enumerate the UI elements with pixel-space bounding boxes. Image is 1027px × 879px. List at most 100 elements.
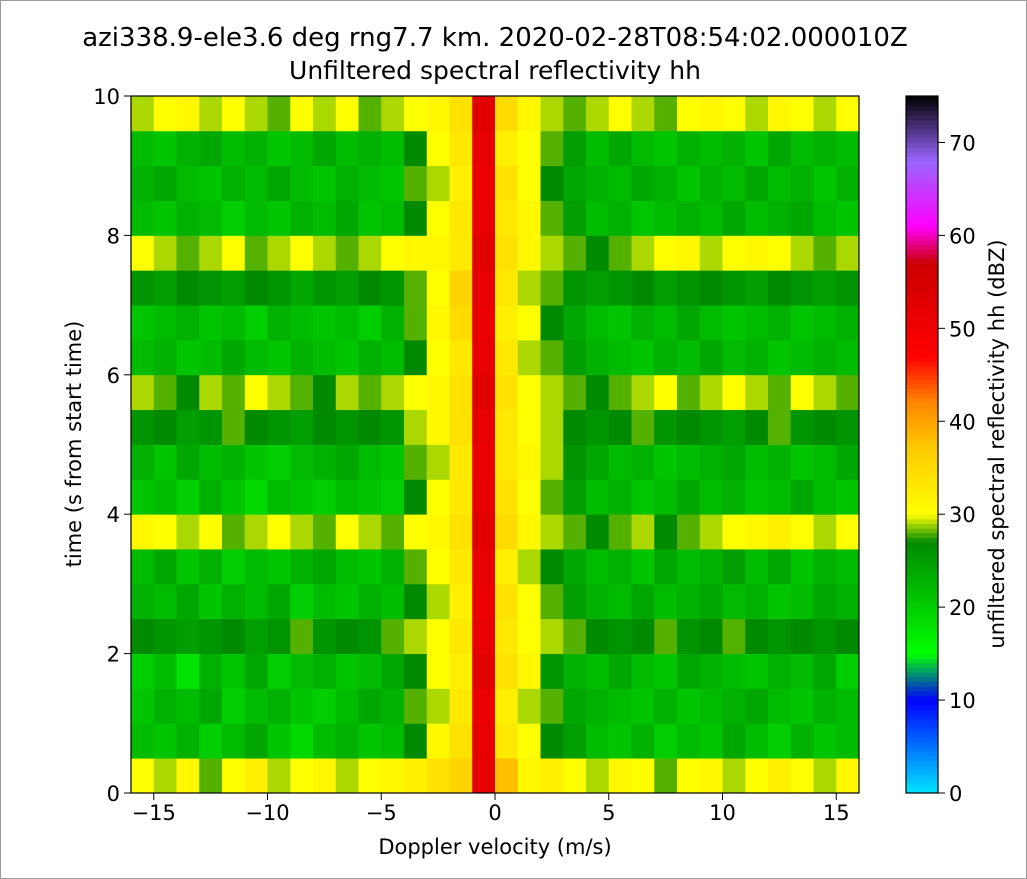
heatmap-cell <box>245 584 268 619</box>
heatmap-cell <box>723 201 746 236</box>
colorbar-step <box>906 296 938 301</box>
colorbar-step <box>906 198 938 203</box>
heatmap-cell <box>450 688 473 723</box>
heatmap-cell <box>336 514 359 549</box>
heatmap-cell <box>768 654 791 689</box>
colorbar-step <box>906 254 938 259</box>
heatmap-cell <box>313 375 336 410</box>
colorbar-step <box>906 482 938 487</box>
heatmap-cell <box>745 166 768 201</box>
heatmap-cell <box>199 514 222 549</box>
heatmap-cell <box>245 688 268 723</box>
heatmap-cell <box>518 235 541 270</box>
heatmap-cell <box>495 445 518 480</box>
heatmap-cell <box>154 758 177 793</box>
heatmap-cell <box>154 584 177 619</box>
heatmap-cell <box>632 131 655 166</box>
heatmap-cell <box>632 584 655 619</box>
heatmap-cell <box>814 166 837 201</box>
heatmap-cell <box>359 166 382 201</box>
heatmap-cell <box>495 340 518 375</box>
heatmap-cell <box>836 479 859 514</box>
heatmap-cell <box>541 479 564 514</box>
heatmap-cell <box>381 235 404 270</box>
heatmap-cell <box>654 201 677 236</box>
heatmap-cell <box>700 305 723 340</box>
heatmap-cell <box>518 131 541 166</box>
heatmap-cell <box>472 305 495 340</box>
heatmap-cell <box>427 305 450 340</box>
colorbar-step <box>906 319 938 324</box>
heatmap-cell <box>222 96 245 131</box>
heatmap-cell <box>700 375 723 410</box>
colorbar-step <box>906 496 938 501</box>
heatmap-cell <box>245 166 268 201</box>
heatmap-cell <box>586 375 609 410</box>
colorbar-tick-label: 50 <box>949 317 976 341</box>
colorbar-step <box>906 208 938 213</box>
heatmap-cell <box>609 131 632 166</box>
heatmap-cell <box>290 445 313 480</box>
colorbar-step <box>906 742 938 747</box>
heatmap-cell <box>154 235 177 270</box>
colorbar-tick-label: 30 <box>949 503 976 527</box>
heatmap-cell <box>518 445 541 480</box>
heatmap-cell <box>199 96 222 131</box>
heatmap-cell <box>199 375 222 410</box>
heatmap-cell <box>518 619 541 654</box>
heatmap-cell <box>541 514 564 549</box>
heatmap-cell <box>313 445 336 480</box>
x-tick-label: −5 <box>366 801 397 825</box>
heatmap-cell <box>541 445 564 480</box>
heatmap-cell <box>654 235 677 270</box>
heatmap-cell <box>472 410 495 445</box>
heatmap-cell <box>632 619 655 654</box>
heatmap-cell <box>791 445 814 480</box>
heatmap-cell <box>745 619 768 654</box>
heatmap-cell <box>814 375 837 410</box>
colorbar-step <box>906 235 938 240</box>
heatmap-cell <box>563 131 586 166</box>
heatmap-cell <box>313 410 336 445</box>
heatmap-cell <box>700 514 723 549</box>
heatmap-cell <box>290 654 313 689</box>
y-tick-label: 4 <box>107 503 120 527</box>
colorbar-step <box>906 765 938 770</box>
heatmap-cell <box>313 305 336 340</box>
heatmap-cell <box>632 549 655 584</box>
heatmap-cell <box>836 375 859 410</box>
heatmap-cell <box>154 619 177 654</box>
heatmap-cell <box>336 619 359 654</box>
heatmap-cell <box>677 758 700 793</box>
colorbar-step <box>906 510 938 515</box>
colorbar-step <box>906 612 938 617</box>
heatmap-cell <box>404 166 427 201</box>
x-tick-label: 10 <box>709 801 736 825</box>
heatmap-cell <box>290 549 313 584</box>
heatmap-cell <box>586 166 609 201</box>
heatmap-cell <box>336 758 359 793</box>
heatmap-cell <box>359 340 382 375</box>
colorbar-step <box>906 686 938 691</box>
colorbar-tick-label: 10 <box>949 689 976 713</box>
colorbar-step <box>906 352 938 357</box>
heatmap-cell <box>677 445 700 480</box>
heatmap-cell <box>290 375 313 410</box>
heatmap-cell <box>222 479 245 514</box>
heatmap-cell <box>450 201 473 236</box>
heatmap-cell <box>677 549 700 584</box>
heatmap-cell <box>677 166 700 201</box>
heatmap-cell <box>222 445 245 480</box>
heatmap-cell <box>404 270 427 305</box>
colorbar-step <box>906 570 938 575</box>
heatmap-cell <box>723 445 746 480</box>
heatmap-cell <box>563 619 586 654</box>
colorbar-step <box>906 565 938 570</box>
heatmap-cell <box>632 375 655 410</box>
colorbar-tick-label: 0 <box>949 782 962 806</box>
colorbar-step <box>906 691 938 696</box>
heatmap-cell <box>745 723 768 758</box>
heatmap-cell <box>563 270 586 305</box>
heatmap-cell <box>586 549 609 584</box>
